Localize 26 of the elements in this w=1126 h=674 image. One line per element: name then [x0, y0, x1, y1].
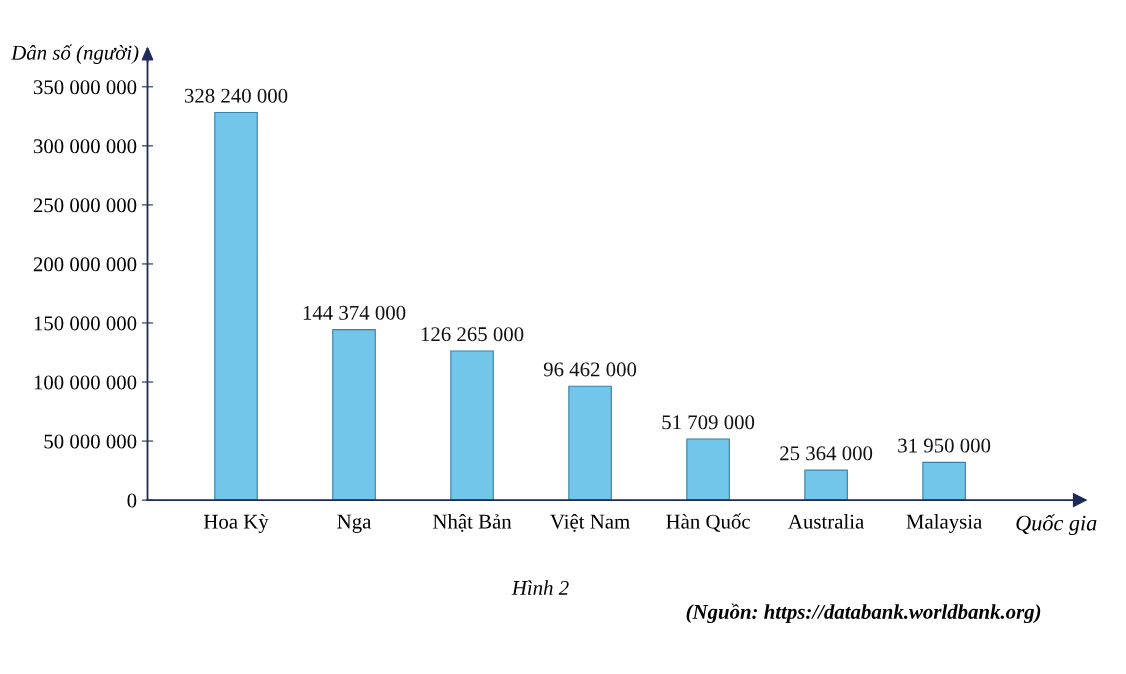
data-label: 25 364 000	[780, 446, 873, 461]
data-label: 96 462 000	[543, 362, 637, 377]
data-label: 328 240 000	[184, 88, 288, 103]
y-tick-label: 150 000 000	[34, 316, 137, 331]
x-tick-label: Nhật Bản	[433, 513, 512, 532]
text: Hình 2	[511, 580, 569, 595]
data-label: 51 709 000	[662, 415, 755, 430]
data-label: 144 374 000	[303, 305, 406, 320]
y-axis-title: Dân số (người)	[11, 44, 139, 65]
data-label: 31 950 000	[898, 438, 991, 453]
y-tick-label: 0	[127, 493, 137, 508]
x-tick-label: Malaysia	[906, 514, 983, 533]
y-tick-label: 350 000 000	[33, 80, 137, 95]
y-tick-label: 300 000 000	[33, 139, 137, 154]
y-tick-label: 200 000 000	[33, 257, 137, 272]
x-tick-label: Nga	[337, 514, 372, 533]
x-tick-label: Việt Nam	[550, 513, 630, 532]
x-tick-label: Hàn Quốc	[666, 513, 750, 532]
x-tick-label: Australia	[788, 514, 864, 529]
data-label: 126 265 000	[421, 327, 524, 342]
x-axis-title: Quốc gia	[1016, 514, 1097, 536]
y-tick-label: 250 000 000	[33, 198, 137, 213]
y-tick-label: 100 000 000	[34, 375, 137, 390]
y-tick-label: 50 000 000	[44, 434, 137, 449]
x-tick-label: Hoa Kỳ	[203, 514, 269, 533]
text: (Nguồn: https://databank.worldbank.org)	[686, 603, 1041, 624]
